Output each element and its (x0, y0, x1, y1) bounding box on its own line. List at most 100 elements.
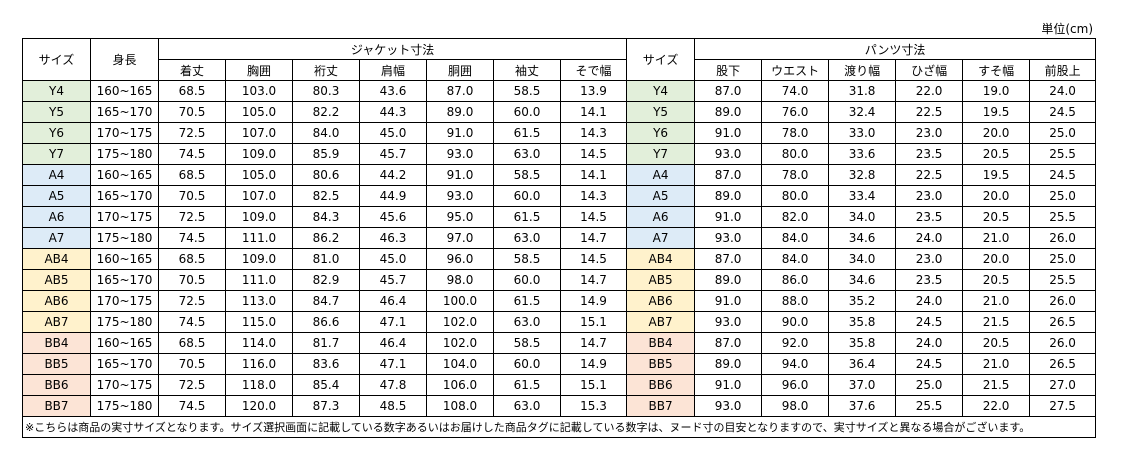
table-cell: 74.5 (158, 143, 226, 165)
table-cell: 91.0 (426, 122, 494, 144)
table-cell: 109.0 (225, 248, 293, 270)
table-cell: 44.2 (359, 164, 427, 186)
table-cell: 14.3 (559, 185, 628, 207)
table-cell: 74.5 (158, 311, 226, 333)
table-cell: 80.0 (761, 143, 830, 165)
table-cell: 82.9 (292, 269, 360, 291)
table-cell: 82.2 (292, 101, 360, 123)
table-cell: 87.3 (292, 395, 360, 417)
table-cell: 44.3 (359, 101, 427, 123)
size-cell: BB5 (626, 353, 696, 375)
table-row: AB4 160~165 68.5 109.0 81.0 45.0 96.0 58.5 14.5 A… (22, 248, 1097, 270)
table-cell: 24.0 (895, 332, 964, 354)
table-cell: 102.0 (426, 311, 494, 333)
table-cell: 91.0 (426, 164, 494, 186)
table-cell: 80.6 (292, 164, 360, 186)
table-cell: 25.5 (1029, 269, 1097, 291)
table-cell: 107.0 (225, 185, 293, 207)
table-cell: 104.0 (426, 353, 494, 375)
table-cell: 24.0 (1029, 80, 1097, 102)
table-cell: 22.5 (895, 101, 964, 123)
table-cell: 74.0 (761, 80, 830, 102)
table-cell: 81.0 (292, 248, 360, 270)
table-cell: 25.0 (1029, 122, 1097, 144)
header-cell: 袖丈 (493, 59, 561, 81)
table-cell: 46.4 (359, 290, 427, 312)
table-cell: 70.5 (158, 185, 226, 207)
table-cell: 21.0 (962, 227, 1031, 249)
size-cell: BB7 (22, 395, 91, 417)
table-cell: 14.7 (559, 332, 628, 354)
table-cell: 26.5 (1029, 353, 1097, 375)
table-cell: 61.5 (493, 206, 561, 228)
table-cell: 27.5 (1029, 395, 1097, 417)
table-cell: 45.7 (359, 143, 427, 165)
table-row: Y7 175~180 74.5 109.0 85.9 45.7 93.0 63.0 14.5 Y7… (22, 143, 1097, 165)
table-cell: 91.0 (694, 290, 763, 312)
table-cell: 111.0 (225, 269, 293, 291)
table-cell: 74.5 (158, 395, 226, 417)
table-cell: 26.0 (1029, 332, 1097, 354)
table-cell: 89.0 (426, 101, 494, 123)
table-cell: 78.0 (761, 164, 830, 186)
size-cell: BB7 (626, 395, 696, 417)
table-cell: 14.5 (559, 206, 628, 228)
table-cell: 23.0 (895, 122, 964, 144)
header-cell: 渡り幅 (828, 59, 897, 81)
table-cell: 93.0 (694, 143, 763, 165)
unit-label: 単位(cm) (1041, 22, 1093, 36)
table-cell: 21.0 (962, 290, 1031, 312)
table-cell: 22.0 (962, 395, 1031, 417)
size-cell: AB7 (22, 311, 91, 333)
table-cell: 72.5 (158, 122, 226, 144)
table-cell: 26.0 (1029, 227, 1097, 249)
table-cell: 82.0 (761, 206, 830, 228)
table-cell: 68.5 (158, 80, 226, 102)
table-cell: 175~180 (90, 227, 159, 249)
table-cell: 96.0 (761, 374, 830, 396)
table-cell: 19.5 (962, 164, 1031, 186)
table-cell: 14.9 (559, 353, 628, 375)
note-row: ※こちらは商品の実寸サイズとなります。サイズ選択画面に記載している数字あるいはお… (21, 416, 1097, 438)
table-cell: 45.7 (359, 269, 427, 291)
table-cell: 43.6 (359, 80, 427, 102)
table-cell: 35.2 (828, 290, 897, 312)
size-cell: AB7 (626, 311, 696, 333)
table-row: Y6 170~175 72.5 107.0 84.0 45.0 91.0 61.5 14.3 Y6… (22, 122, 1097, 144)
table-cell: 33.0 (828, 122, 897, 144)
table-cell: 165~170 (90, 269, 159, 291)
table-cell: 81.7 (292, 332, 360, 354)
table-cell: 46.4 (359, 332, 427, 354)
size-cell: AB6 (626, 290, 696, 312)
table-cell: 89.0 (694, 185, 763, 207)
table-cell: 92.0 (761, 332, 830, 354)
table-cell: 20.0 (962, 122, 1031, 144)
table-cell: 58.5 (493, 80, 561, 102)
size-cell: A6 (22, 206, 91, 228)
table-cell: 86.2 (292, 227, 360, 249)
table-cell: 15.1 (559, 311, 628, 333)
table-cell: 68.5 (158, 248, 226, 270)
table-cell: 170~175 (90, 122, 159, 144)
table-cell: 87.0 (694, 248, 763, 270)
table-cell: 93.0 (426, 143, 494, 165)
size-cell: AB5 (626, 269, 696, 291)
table-cell: 45.0 (359, 122, 427, 144)
table-cell: 32.8 (828, 164, 897, 186)
table-cell: 90.0 (761, 311, 830, 333)
table-cell: 26.5 (1029, 311, 1097, 333)
table-cell: 33.4 (828, 185, 897, 207)
table-cell: 24.5 (1029, 101, 1097, 123)
table-row: Y4 160~165 68.5 103.0 80.3 43.6 87.0 58.5 13.9 Y4… (22, 80, 1097, 102)
table-cell: 25.5 (1029, 143, 1097, 165)
table-cell: 26.0 (1029, 290, 1097, 312)
table-cell: 20.5 (962, 269, 1031, 291)
table-cell: 60.0 (493, 101, 561, 123)
table-cell: 32.4 (828, 101, 897, 123)
table-row: BB7 175~180 74.5 120.0 87.3 48.5 108.0 63.0 15.3… (22, 395, 1097, 417)
table-row: BB5 165~170 70.5 116.0 83.6 47.1 104.0 60.0 14.9… (22, 353, 1097, 375)
table-cell: 91.0 (694, 374, 763, 396)
table-cell: 72.5 (158, 290, 226, 312)
table-cell: 109.0 (225, 143, 293, 165)
